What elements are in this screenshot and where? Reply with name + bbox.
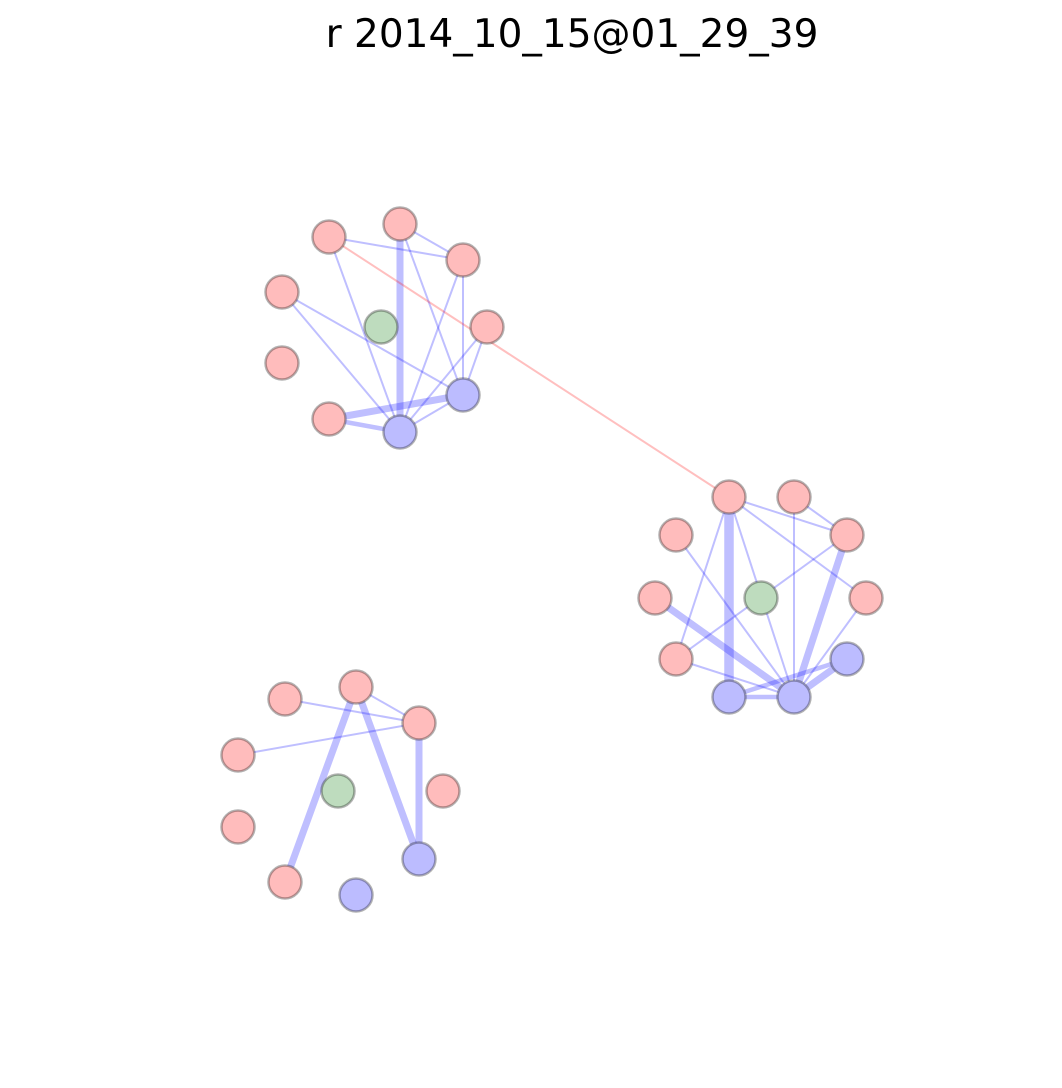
node-blue-b11 <box>829 641 865 677</box>
graph-title: r 2014_10_15@01_29_39 <box>325 12 819 57</box>
node-red-a4 <box>264 274 300 310</box>
edge-a7-a9 <box>328 391 464 423</box>
node-red-a5 <box>469 309 505 345</box>
node-red-c6 <box>267 864 303 900</box>
edge-a1-a3 <box>328 236 464 261</box>
edge-a1-b1 <box>328 236 730 498</box>
edge-c2-c9 <box>352 685 423 861</box>
node-red-b4 <box>658 517 694 553</box>
edge-b6-b10 <box>652 595 797 700</box>
node-red-a3 <box>445 242 481 278</box>
node-red-c5 <box>425 773 461 809</box>
node-blue-b9 <box>711 679 747 715</box>
node-red-a7 <box>311 401 347 437</box>
edge-b5-b10 <box>793 597 867 698</box>
node-green-b8 <box>743 580 779 616</box>
node-red-a1 <box>311 219 347 255</box>
node-red-a2 <box>382 206 418 242</box>
edge-b1-b3 <box>728 496 848 536</box>
edge-b1-b5 <box>728 496 867 599</box>
node-red-c3 <box>401 705 437 741</box>
node-red-b6 <box>637 580 673 616</box>
edge-b1-b7 <box>675 496 730 660</box>
node-red-c1 <box>267 681 303 717</box>
edge-a3-a10 <box>399 259 464 433</box>
edge-a2-a9 <box>399 223 464 396</box>
node-blue-a9 <box>445 377 481 413</box>
edge-b3-b10 <box>790 533 851 699</box>
edge-b7-b10 <box>675 658 795 698</box>
edge-c1-c3 <box>284 698 420 724</box>
node-green-a8 <box>363 309 399 345</box>
node-green-c8 <box>320 773 356 809</box>
node-layer <box>220 206 884 913</box>
edge-b11-b9 <box>728 656 848 700</box>
edge-a5-a10 <box>399 326 488 433</box>
node-red-b7 <box>658 641 694 677</box>
node-blue-c10 <box>338 877 374 913</box>
node-red-b5 <box>848 580 884 616</box>
node-blue-a10 <box>382 414 418 450</box>
node-blue-c9 <box>401 841 437 877</box>
node-red-b1 <box>711 479 747 515</box>
edge-a4-a9 <box>281 291 464 396</box>
node-red-b3 <box>829 517 865 553</box>
edge-c2-c6 <box>281 685 360 884</box>
edge-c4-c3 <box>237 722 420 756</box>
node-red-b2 <box>776 479 812 515</box>
node-red-c7 <box>220 809 256 845</box>
node-red-a6 <box>264 345 300 381</box>
node-blue-b10 <box>776 679 812 715</box>
edge-a4-a10 <box>281 291 401 433</box>
node-red-c2 <box>338 669 374 705</box>
node-red-c4 <box>220 737 256 773</box>
edge-a1-a10 <box>328 236 401 433</box>
edge-b4-b10 <box>675 534 795 698</box>
